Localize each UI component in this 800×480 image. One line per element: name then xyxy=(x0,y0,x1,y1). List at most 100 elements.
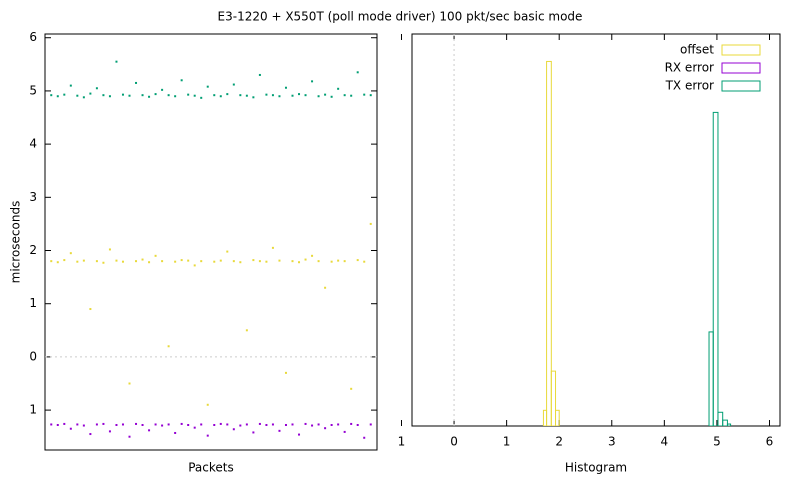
point xyxy=(56,423,59,426)
point xyxy=(219,422,222,425)
point xyxy=(82,424,85,427)
point xyxy=(304,422,307,425)
point xyxy=(213,423,216,426)
point xyxy=(174,431,177,434)
legend-swatch xyxy=(721,80,761,92)
point xyxy=(350,94,353,97)
histogram-bar xyxy=(550,370,557,426)
y-tick-label: 6 xyxy=(29,30,37,44)
chart-title: E3-1220 + X550T (poll mode driver) 100 p… xyxy=(218,10,583,24)
point xyxy=(343,94,346,97)
y-tick-label: 5 xyxy=(29,83,37,97)
point xyxy=(343,260,346,263)
point xyxy=(135,81,138,84)
y-tick-label: 0 xyxy=(29,349,37,363)
point xyxy=(200,260,203,263)
point xyxy=(187,423,190,426)
point xyxy=(193,426,196,429)
histogram-bar xyxy=(546,60,552,426)
point xyxy=(337,423,340,426)
point xyxy=(50,260,53,263)
point xyxy=(311,424,314,427)
point xyxy=(252,96,255,99)
point xyxy=(56,261,59,264)
point xyxy=(278,429,281,432)
legend-swatch xyxy=(721,44,761,56)
y-tick-label: 2 xyxy=(29,243,37,257)
point xyxy=(161,260,164,263)
histogram-bar xyxy=(387,424,392,426)
point xyxy=(239,424,242,427)
point xyxy=(330,423,333,426)
point xyxy=(89,308,92,311)
point xyxy=(108,430,111,433)
point xyxy=(148,95,151,98)
legend-label: RX error xyxy=(665,61,714,75)
point xyxy=(76,423,79,426)
point xyxy=(128,435,131,438)
point xyxy=(271,94,274,97)
legend-swatch xyxy=(721,62,761,74)
point xyxy=(324,286,327,289)
point xyxy=(369,222,372,225)
x-tick-label: 1 xyxy=(503,435,511,449)
histogram-bar xyxy=(726,423,732,426)
point xyxy=(317,260,320,263)
point xyxy=(200,96,203,99)
point xyxy=(121,260,124,263)
point xyxy=(369,94,372,97)
point xyxy=(115,423,118,426)
point xyxy=(271,423,274,426)
point xyxy=(50,94,53,97)
point xyxy=(343,430,346,433)
point xyxy=(298,261,301,264)
point xyxy=(128,94,131,97)
point xyxy=(363,436,366,439)
y-tick-label: 3 xyxy=(29,190,37,204)
point xyxy=(141,258,144,261)
x-tick-label: 5 xyxy=(713,435,721,449)
y-tick-label: 1 xyxy=(29,296,37,310)
histogram-bar xyxy=(555,409,560,426)
point xyxy=(200,423,203,426)
point xyxy=(193,94,196,97)
x-tick-label: 6 xyxy=(766,435,774,449)
y-tick-label: 1 xyxy=(29,403,37,417)
point xyxy=(193,264,196,267)
point xyxy=(63,259,66,262)
point xyxy=(141,94,144,97)
point xyxy=(154,423,157,426)
point xyxy=(102,422,105,425)
point xyxy=(206,434,209,437)
point xyxy=(232,428,235,431)
point xyxy=(245,94,248,97)
point xyxy=(89,92,92,95)
point xyxy=(239,94,242,97)
point xyxy=(154,93,157,96)
histogram-bar xyxy=(391,425,396,426)
point xyxy=(213,94,216,97)
point xyxy=(115,259,118,262)
point xyxy=(363,260,366,263)
point xyxy=(89,433,92,436)
point xyxy=(252,259,255,262)
point xyxy=(128,382,131,385)
point xyxy=(271,246,274,249)
point xyxy=(258,73,261,76)
point xyxy=(239,261,242,264)
point xyxy=(187,259,190,262)
point xyxy=(291,260,294,263)
points xyxy=(50,60,372,439)
point xyxy=(161,88,164,91)
point xyxy=(311,80,314,83)
point xyxy=(141,423,144,426)
histogram-bar xyxy=(722,419,728,426)
point xyxy=(265,423,268,426)
point xyxy=(317,423,320,426)
point xyxy=(108,95,111,98)
x-tick-label: 4 xyxy=(661,435,669,449)
point xyxy=(304,258,307,261)
point xyxy=(95,87,98,90)
point xyxy=(167,423,170,426)
